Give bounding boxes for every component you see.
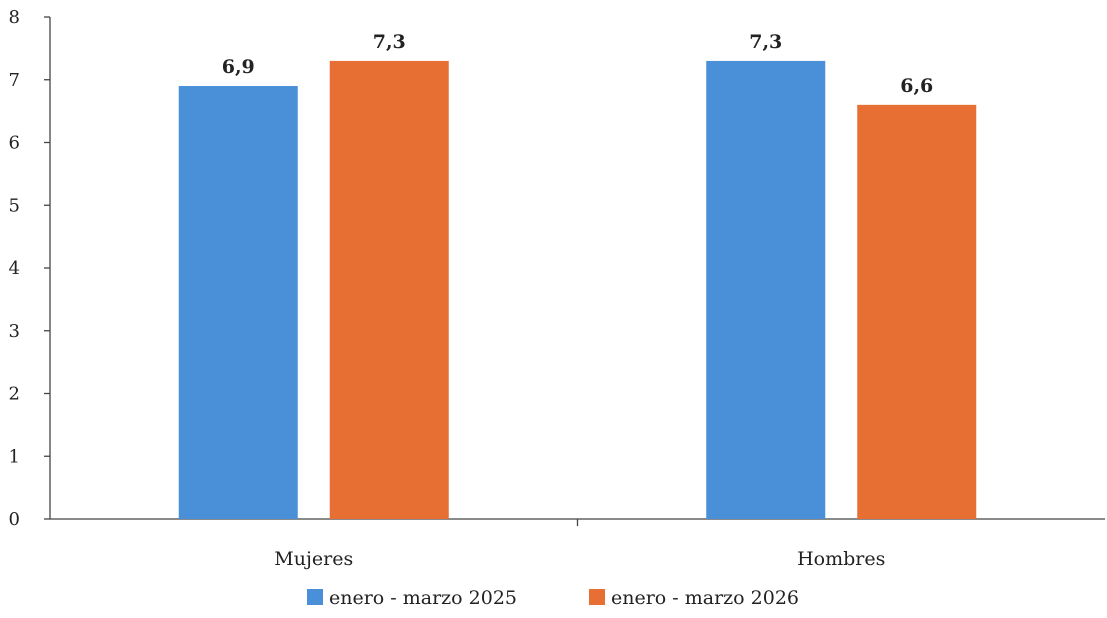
legend-swatch bbox=[307, 589, 323, 605]
bar-mujeres-series-2 bbox=[329, 60, 449, 520]
legend-label: enero - marzo 2025 bbox=[329, 587, 517, 609]
y-tick-label: 7 bbox=[9, 70, 20, 91]
y-tick-label: 4 bbox=[9, 258, 20, 279]
legend: enero - marzo 2025 enero - marzo 2026 bbox=[307, 587, 799, 609]
y-tick-label: 2 bbox=[9, 384, 20, 405]
legend-label: enero - marzo 2026 bbox=[611, 587, 799, 609]
y-tick-label: 5 bbox=[9, 195, 20, 216]
y-tick-label: 1 bbox=[9, 446, 20, 467]
bar-hombres-series-2 bbox=[857, 104, 977, 519]
legend-item: enero - marzo 2026 bbox=[589, 587, 799, 609]
y-tick-label: 6 bbox=[9, 133, 20, 154]
x-axis: Mujeres Hombres bbox=[50, 518, 1105, 570]
bar-mujeres-series-1 bbox=[178, 86, 298, 520]
legend-item: enero - marzo 2025 bbox=[307, 587, 517, 609]
y-tick-label: 8 bbox=[9, 7, 20, 28]
data-label: 6,6 bbox=[900, 75, 933, 97]
data-label: 7,3 bbox=[373, 31, 406, 53]
y-axis: 0 1 2 3 4 5 6 7 8 bbox=[9, 7, 51, 530]
x-category-label: Mujeres bbox=[274, 548, 353, 570]
bars bbox=[178, 60, 977, 520]
bar-hombres-series-1 bbox=[706, 60, 826, 520]
x-category-label: Hombres bbox=[797, 548, 885, 570]
data-label: 6,9 bbox=[222, 56, 255, 78]
y-tick-label: 3 bbox=[9, 321, 20, 342]
data-labels: 6,9 7,3 7,3 6,6 bbox=[222, 31, 934, 97]
data-label: 7,3 bbox=[749, 31, 782, 53]
legend-swatch bbox=[589, 589, 605, 605]
y-tick-label: 0 bbox=[9, 509, 20, 530]
